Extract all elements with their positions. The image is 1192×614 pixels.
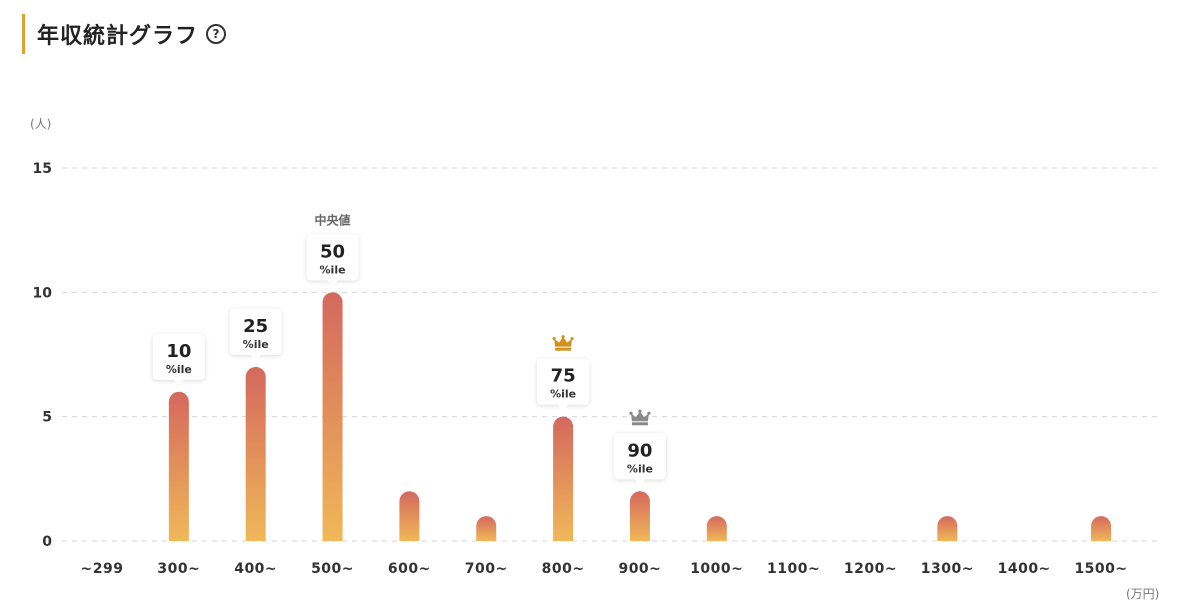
chart-header: 年収統計グラフ ? (22, 14, 227, 54)
x-tick-label: 1400~ (998, 561, 1051, 577)
x-tick-label: 1000~ (690, 561, 743, 577)
callout-pointer (327, 280, 338, 287)
y-tick-label: 0 (42, 534, 52, 550)
percentile-callout: 75%ile (537, 335, 590, 411)
bar[interactable] (399, 491, 420, 541)
x-tick-label: 1100~ (767, 561, 820, 577)
x-tick-label: 600~ (388, 561, 431, 577)
percentile-suffix: %ile (627, 462, 653, 475)
x-tick-label: 300~ (157, 561, 200, 577)
percentile-callout: 90%ile (613, 409, 666, 486)
percentile-callout: 50%ile 中央値 (306, 212, 359, 287)
percentile-suffix: %ile (550, 388, 576, 401)
bar[interactable] (1091, 516, 1112, 541)
bar[interactable] (937, 516, 958, 541)
callout-box (229, 308, 282, 355)
x-tick-label: ~299 (81, 561, 124, 577)
percentile-suffix: %ile (243, 338, 269, 351)
x-tick-label: 1300~ (921, 561, 974, 577)
x-axis-unit: (万円) (1126, 587, 1159, 601)
percentile-callout: 10%ile (152, 333, 205, 386)
bar[interactable] (322, 292, 343, 541)
median-label: 中央値 (315, 212, 351, 227)
percentile-value: 10 (166, 341, 191, 362)
percentile-value: 75 (551, 366, 576, 387)
callout-pointer (173, 379, 184, 386)
bar[interactable] (476, 516, 497, 541)
bar[interactable] (706, 516, 727, 541)
callout-pointer (558, 404, 569, 411)
bar[interactable] (629, 491, 650, 541)
bar[interactable] (553, 416, 574, 541)
x-tick-label: 1200~ (844, 561, 897, 577)
bar[interactable] (245, 366, 266, 541)
x-tick-label: 900~ (618, 561, 661, 577)
percentile-value: 25 (243, 316, 268, 337)
x-tick-label: 400~ (234, 561, 277, 577)
callout-box (537, 358, 590, 405)
y-tick-label: 15 (33, 161, 52, 177)
x-tick-label: 800~ (542, 561, 585, 577)
y-axis-unit: (人) (30, 117, 51, 131)
callout-pointer (634, 479, 645, 486)
crown-silver-icon (629, 409, 651, 426)
x-tick-label: 1500~ (1074, 561, 1127, 577)
bar[interactable] (168, 391, 189, 541)
question-circle-icon[interactable]: ? (206, 24, 227, 44)
percentile-suffix: %ile (320, 263, 346, 276)
page-title: 年収統計グラフ (37, 24, 199, 49)
percentile-suffix: %ile (166, 363, 192, 376)
percentile-callout: 25%ile (229, 308, 282, 361)
percentile-value: 50 (320, 241, 345, 262)
percentile-value: 90 (627, 440, 652, 461)
callout-pointer (250, 354, 261, 361)
crown-gold-icon (552, 335, 574, 351)
x-tick-label: 700~ (465, 561, 508, 577)
title-accent-bar (22, 14, 25, 54)
y-tick-label: 10 (33, 285, 53, 301)
x-tick-label: 500~ (311, 561, 354, 577)
callout-box (152, 333, 205, 380)
callout-box (306, 234, 359, 281)
y-tick-label: 5 (42, 410, 52, 426)
callout-box (613, 433, 666, 480)
